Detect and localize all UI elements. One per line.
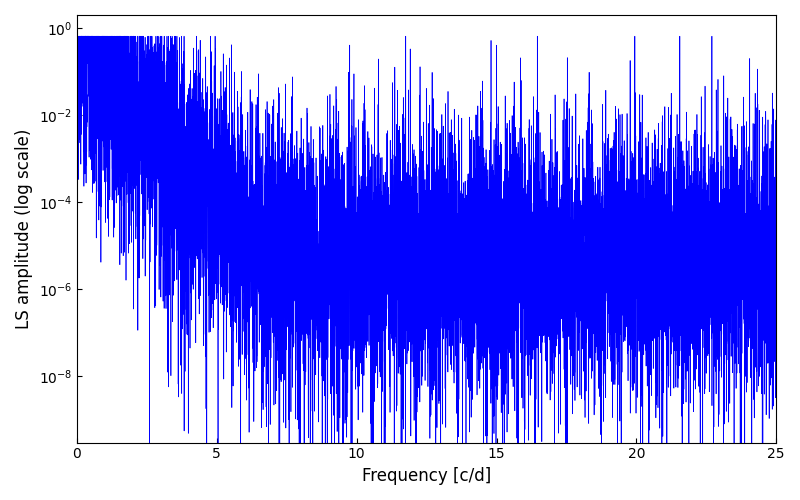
Y-axis label: LS amplitude (log scale): LS amplitude (log scale) xyxy=(15,128,33,329)
X-axis label: Frequency [c/d]: Frequency [c/d] xyxy=(362,467,491,485)
